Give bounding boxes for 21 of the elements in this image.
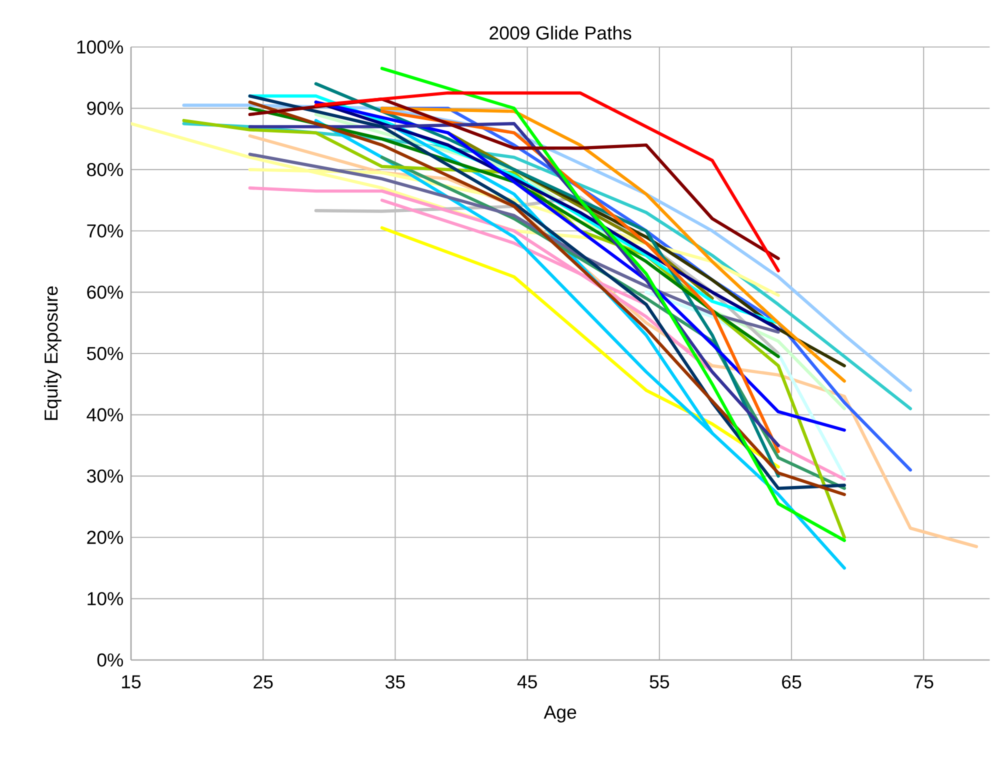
- y-tick-label: 10%: [88, 592, 123, 606]
- y-tick-label: 40%: [86, 408, 123, 422]
- y-tick-label: 70%: [87, 224, 123, 238]
- x-tick-label: 55: [650, 675, 670, 688]
- y-tick-label: 0%: [97, 653, 123, 667]
- y-tick-label: 30%: [86, 469, 123, 483]
- y-tick-label: 90%: [87, 102, 123, 115]
- x-tick-label: 35: [386, 675, 405, 689]
- y-tick-label: 100%: [77, 40, 123, 54]
- x-tick-label: 45: [517, 675, 537, 688]
- x-tick-label: 15: [122, 675, 141, 688]
- y-axis-title: Equity Exposure: [44, 286, 62, 420]
- y-tick-label: 80%: [87, 162, 123, 176]
- y-tick-label: 60%: [87, 286, 123, 299]
- x-tick-label: 75: [914, 675, 934, 688]
- x-tick-label: 65: [782, 675, 802, 689]
- x-tick-label: 25: [254, 675, 273, 689]
- y-tick-label: 50%: [87, 346, 123, 360]
- x-axis-title: Age: [544, 706, 576, 722]
- y-tick-label: 20%: [87, 530, 123, 544]
- chart-title: 2009 Glide Paths: [490, 26, 632, 40]
